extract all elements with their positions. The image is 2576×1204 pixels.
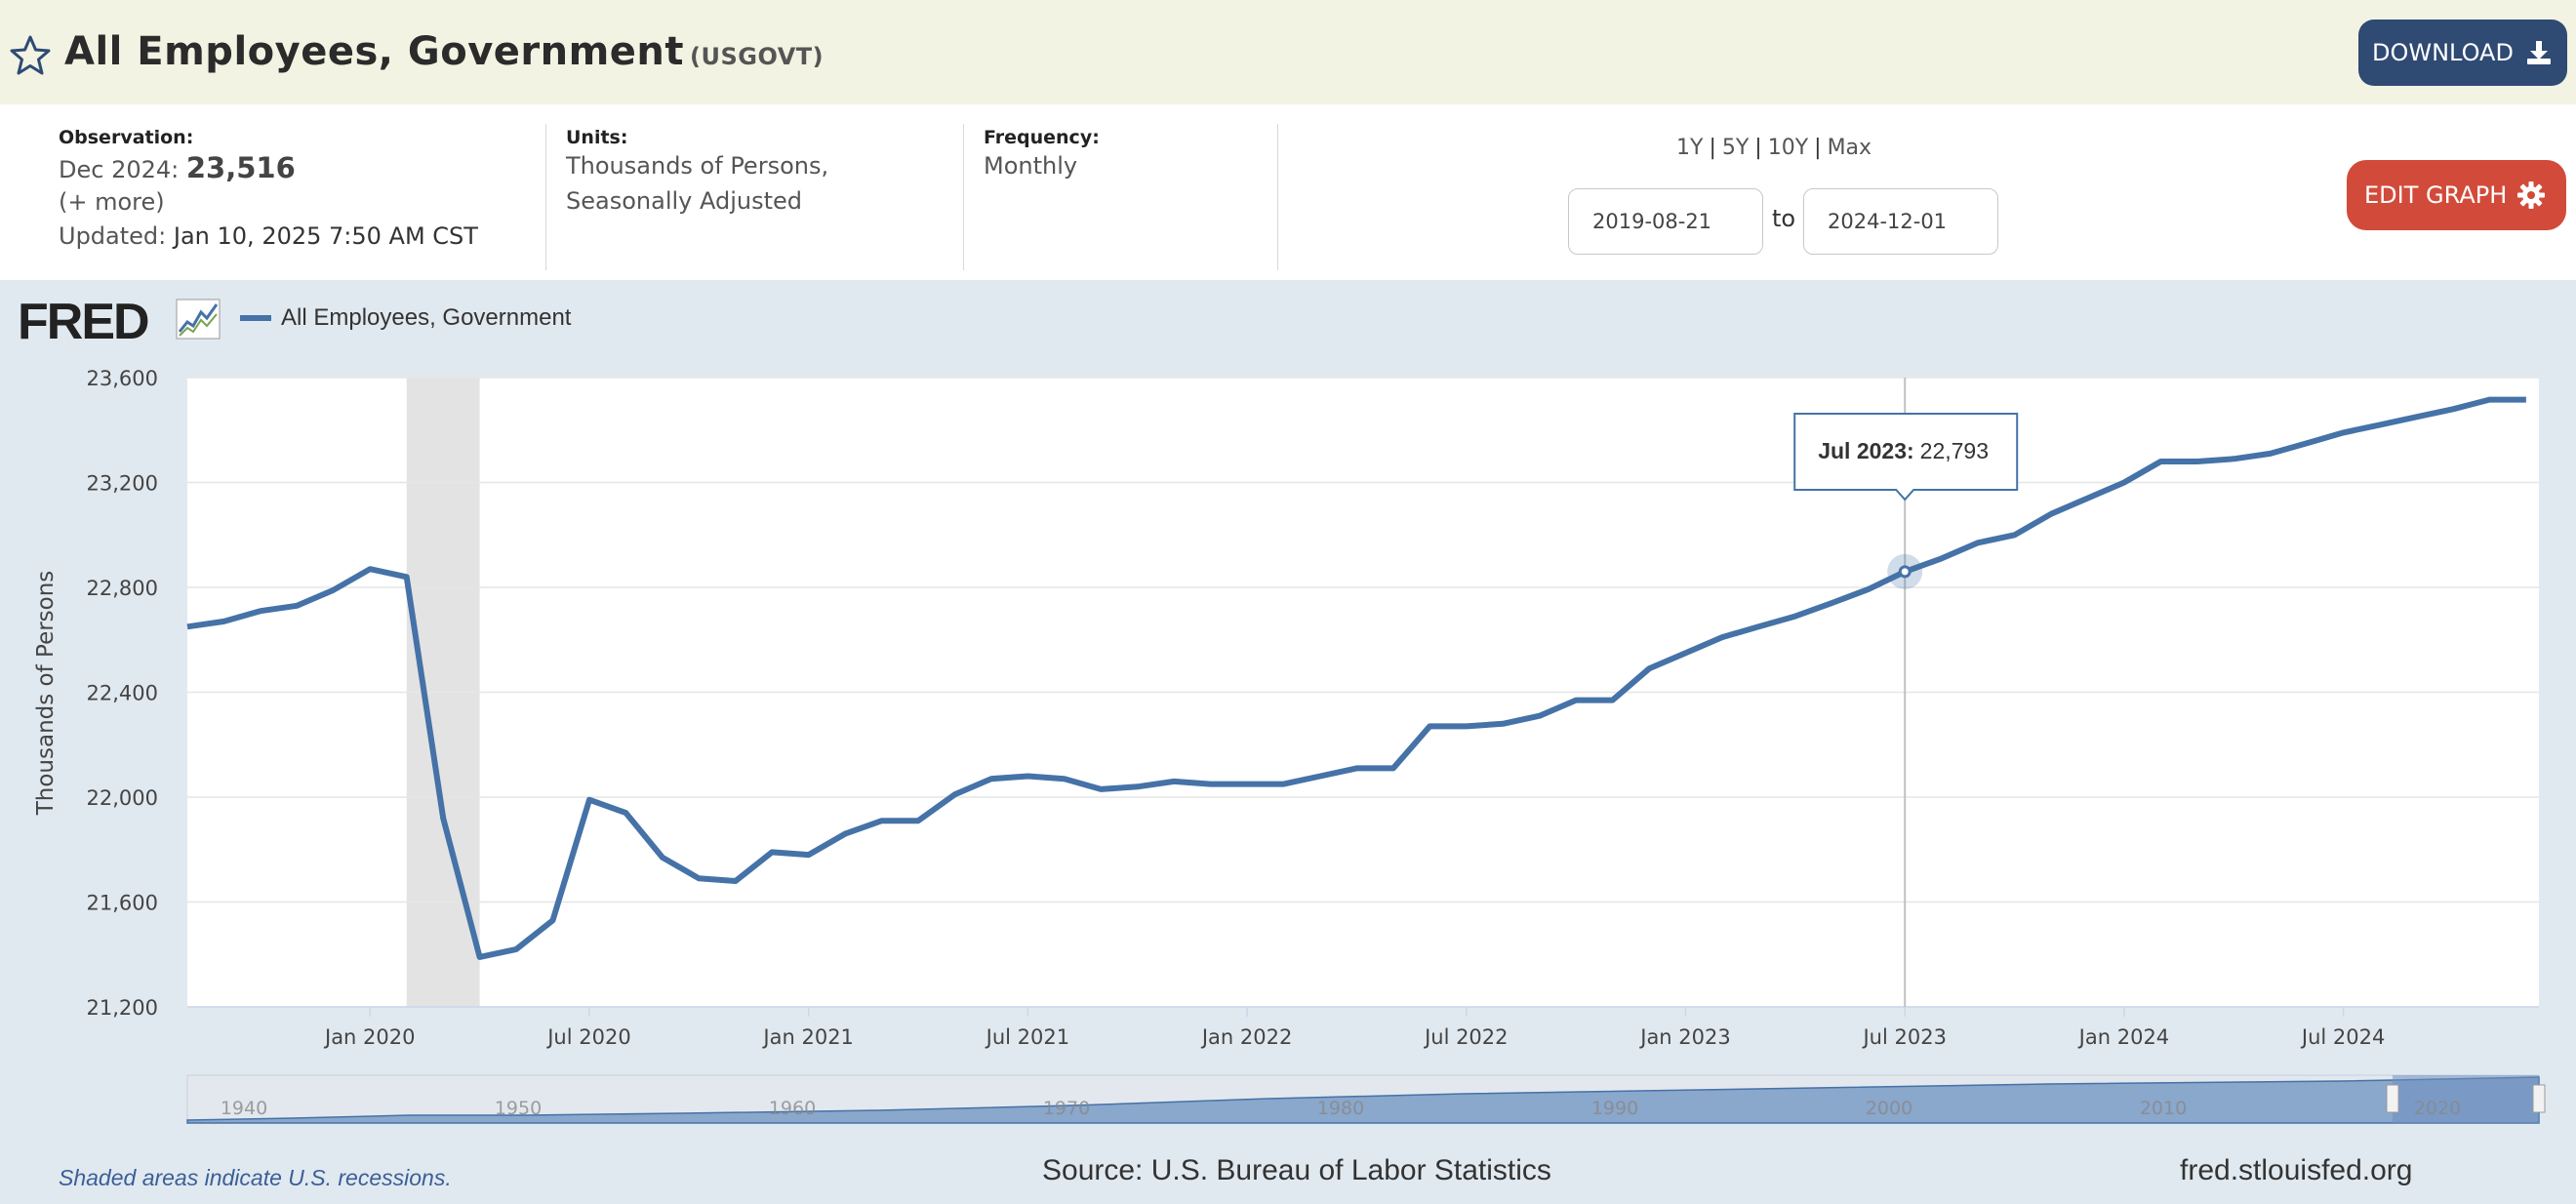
units-block: Units: Thousands of Persons, Seasonally … <box>566 104 828 280</box>
y-tick-label: 23,200 <box>87 472 158 496</box>
series-id: (USGOVT) <box>690 43 825 70</box>
observation-date: Dec 2024: <box>59 156 180 183</box>
updated-value: Jan 10, 2025 7:50 AM CST <box>173 222 478 250</box>
x-tick-label: Jan 2024 <box>2077 1025 2170 1049</box>
meta-divider <box>963 124 964 270</box>
navigator-label: 2020 <box>2414 1098 2461 1119</box>
range-link-10y[interactable]: 10Y <box>1767 136 1809 160</box>
y-tick-label: 22,400 <box>87 682 158 705</box>
title-bar: All Employees, Government (USGOVT) DOWNLO… <box>0 0 2576 104</box>
navigator-left-handle[interactable] <box>2386 1084 2399 1113</box>
frequency-block: Frequency: Monthly <box>984 104 1100 280</box>
updated-line: Updated: Jan 10, 2025 7:50 AM CST <box>59 217 478 256</box>
observation-value: 23,516 <box>185 151 296 184</box>
navigator-label: 1960 <box>769 1098 816 1119</box>
to-label: to <box>1772 205 1796 232</box>
navigator-right-handle[interactable] <box>2532 1084 2546 1113</box>
y-axis-label: Thousands of Persons <box>33 571 59 817</box>
y-tick-label: 22,800 <box>87 577 158 600</box>
x-tick-label: Jul 2024 <box>2300 1025 2385 1049</box>
edit-graph-button[interactable]: EDIT GRAPH <box>2347 160 2566 230</box>
start-date-input[interactable]: 2019-08-21 <box>1568 188 1763 255</box>
legend-label: All Employees, Government <box>281 304 572 331</box>
navigator-label: 1950 <box>495 1098 542 1119</box>
navigator-label: 1940 <box>221 1098 267 1119</box>
x-tick-label: Jul 2020 <box>545 1025 630 1049</box>
frequency-label: Frequency: <box>984 127 1100 148</box>
tooltip-box <box>1793 413 2019 502</box>
units-line2: Seasonally Adjusted <box>566 187 803 215</box>
y-tick-label: 22,000 <box>87 786 158 810</box>
y-axis-ticks: 21,200 21,600 22,000 22,400 22,800 23,200 23,6… <box>87 367 158 1020</box>
range-link-max[interactable]: Max <box>1827 136 1872 160</box>
meta-divider <box>545 124 546 270</box>
tooltip-text: Jul 2023: 22,793 <box>1818 438 1989 463</box>
navigator-label: 1970 <box>1043 1098 1090 1119</box>
x-tick-label: Jan 2021 <box>761 1025 854 1049</box>
frequency-value: Monthly <box>984 152 1078 180</box>
recession-note: Shaded areas indicate U.S. recessions. <box>59 1165 452 1190</box>
line-chart[interactable]: 21,200 21,600 22,000 22,400 22,800 23,200 23,6… <box>0 332 2576 1132</box>
tooltip-date: Jul 2023: <box>1818 438 1913 463</box>
x-tick-label: Jul 2022 <box>1423 1025 1508 1049</box>
site-link[interactable]: fred.stlouisfed.org <box>2180 1154 2413 1186</box>
navigator-label: 1980 <box>1317 1098 1364 1119</box>
x-axis-ticks: Jan 2020 Jul 2020 Jan 2021 Jul 2021 Jan 2022… <box>187 1006 2539 1049</box>
gear-icon <box>2517 181 2546 209</box>
series-title: All Employees, Government (USGOVT) <box>64 29 824 74</box>
updated-label: Updated: <box>59 222 167 250</box>
source-text: Source: U.S. Bureau of Labor Statistics <box>1042 1154 1551 1186</box>
meta-bar: Observation: Dec 2024: 23,516 (+ more) U… <box>0 104 2576 280</box>
y-tick-label: 21,200 <box>87 996 158 1020</box>
y-tick-label: 21,600 <box>87 892 158 915</box>
range-link-1y[interactable]: 1Y <box>1676 136 1704 160</box>
meta-divider <box>1277 124 1278 270</box>
range-links: 1Y | 5Y | 10Y | Max <box>1676 136 1872 160</box>
x-tick-label: Jan 2022 <box>1200 1025 1293 1049</box>
x-tick-label: Jan 2023 <box>1638 1025 1731 1049</box>
edit-graph-label: EDIT GRAPH <box>2364 181 2508 209</box>
star-icon[interactable] <box>9 34 52 77</box>
x-tick-label: Jul 2021 <box>985 1025 1069 1049</box>
observation-block: Observation: Dec 2024: 23,516 (+ more) U… <box>59 104 478 280</box>
navigator-label: 1990 <box>1591 1098 1638 1119</box>
series-layer <box>186 396 2526 960</box>
download-button[interactable]: DOWNLOAD <box>2358 20 2567 86</box>
series-line[interactable] <box>186 396 2526 960</box>
navigator-labels: 1940 1950 1960 1970 1980 1990 2000 2010 2020 <box>221 1098 2461 1119</box>
observation-line: Dec 2024: 23,516 <box>59 150 478 187</box>
x-tick-label: Jul 2023 <box>1861 1025 1946 1049</box>
units-line1: Thousands of Persons, <box>566 152 829 180</box>
navigator-label: 2010 <box>2140 1098 2187 1119</box>
download-label: DOWNLOAD <box>2372 39 2514 66</box>
observation-label: Observation: <box>59 127 194 148</box>
end-date-input[interactable]: 2024-12-01 <box>1803 188 1998 255</box>
more-link[interactable]: (+ more) <box>59 188 165 216</box>
units-label: Units: <box>566 127 628 148</box>
y-tick-label: 23,600 <box>87 367 158 390</box>
fred-chart-icon <box>176 299 221 340</box>
fred-logo[interactable]: FRED <box>18 294 150 350</box>
tooltip-value: 22,793 <box>1920 438 1989 463</box>
legend-swatch <box>240 315 271 321</box>
download-icon <box>2526 41 2551 64</box>
x-tick-label: Jan 2020 <box>323 1025 416 1049</box>
hover-point[interactable] <box>1898 565 1912 579</box>
navigator-label: 2000 <box>1866 1098 1912 1119</box>
tooltip-layer: Jul 2023: 22,793 <box>1793 378 2019 1007</box>
navigator-selection[interactable] <box>2393 1075 2539 1123</box>
range-link-5y[interactable]: 5Y <box>1721 136 1750 160</box>
navigator[interactable]: 1940 1950 1960 1970 1980 1990 2000 2010 2020 <box>186 1074 2546 1124</box>
series-title-text: All Employees, Government <box>64 29 685 74</box>
